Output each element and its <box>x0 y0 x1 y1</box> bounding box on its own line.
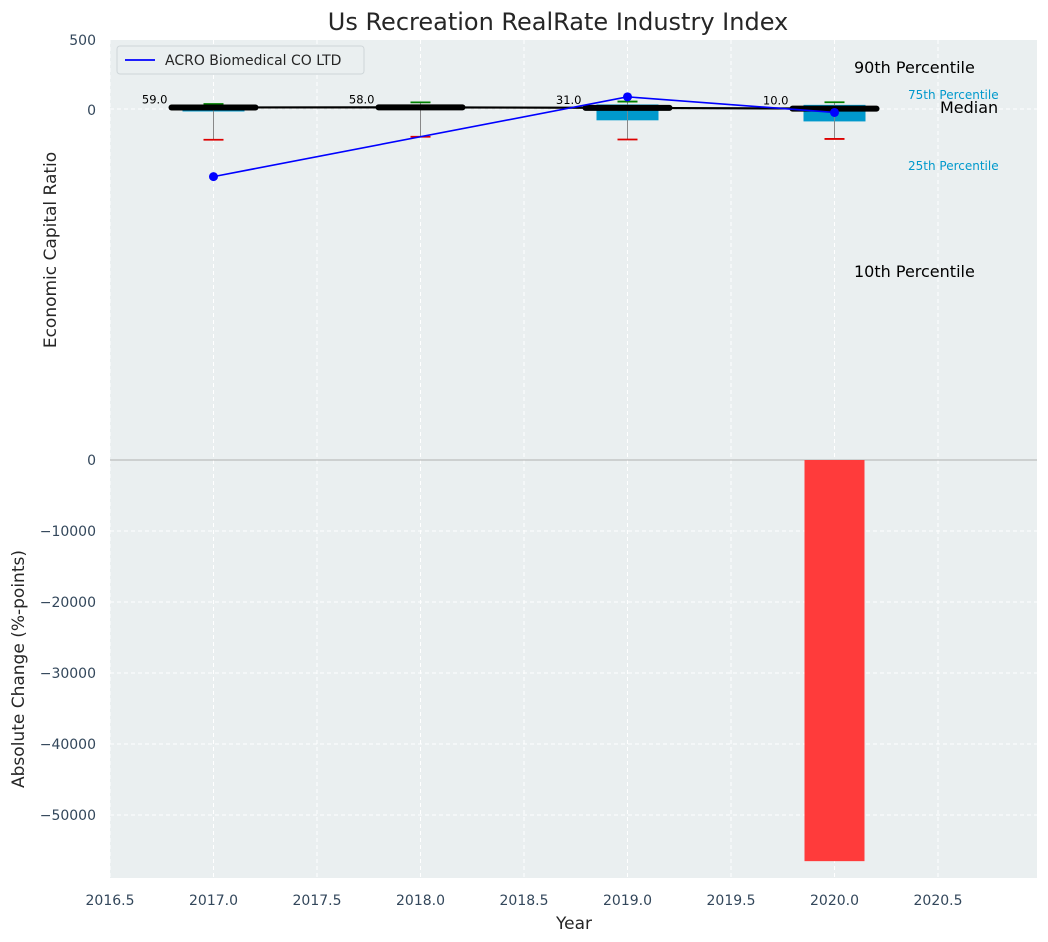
median-value-label: 31.0 <box>556 93 582 107</box>
change-bars <box>804 460 865 862</box>
xtick-label: 2019.5 <box>707 893 756 909</box>
company-series <box>209 92 839 182</box>
bottom-panel-background <box>110 460 1037 878</box>
xtick-label: 2019.0 <box>603 893 652 909</box>
xtick-label: 2020.0 <box>810 893 859 909</box>
xtick-label: 2018.0 <box>396 893 445 909</box>
chart-title: Us Recreation RealRate Industry Index <box>328 8 789 36</box>
x-axis-label: Year <box>555 914 592 934</box>
bottom-ytick-label: −40000 <box>40 737 96 753</box>
median-trend-line <box>213 106 835 110</box>
bottom-y-axis-label: Absolute Change (%-points) <box>9 550 29 788</box>
median-annotation: Median <box>940 98 998 117</box>
xtick-label: 2020.5 <box>914 893 963 909</box>
top-ytick-0: 0 <box>87 103 96 119</box>
bottom-ytick-label: −50000 <box>40 808 96 824</box>
top-y-axis-label: Economic Capital Ratio <box>41 152 61 348</box>
xtick-label: 2016.5 <box>86 893 135 909</box>
bottom-ytick-label: 0 <box>87 453 96 469</box>
median-value-label: 10.0 <box>763 94 789 108</box>
xtick-label: 2017.5 <box>293 893 342 909</box>
p75-annotation: 75th Percentile <box>908 88 999 102</box>
median-value-label: 59.0 <box>142 92 168 106</box>
legend: ACRO Biomedical CO LTD <box>116 45 365 75</box>
bottom-ytick-label: −10000 <box>40 524 96 540</box>
xtick-label: 2017.0 <box>189 893 238 909</box>
bottom-panel-grid <box>109 460 1037 878</box>
xtick-label: 2018.5 <box>500 893 549 909</box>
legend-box <box>116 45 365 75</box>
bottom-ytick-label: −30000 <box>40 666 96 682</box>
x-ticks: 2016.5 2017.0 2017.5 2018.0 2018.5 2019.0 2019… <box>86 893 963 909</box>
top-panel-background <box>110 40 1037 460</box>
bottom-ytick-label: −20000 <box>40 595 96 611</box>
p10-annotation: 10th Percentile <box>854 262 975 281</box>
company-point <box>830 107 839 117</box>
bottom-y-ticks: 0 −10000 −20000 −30000 −40000 −50000 <box>40 453 96 824</box>
company-point <box>209 172 218 182</box>
box-plot-group: 59.0 58.0 31.0 10.0 <box>142 92 880 141</box>
legend-company-label: ACRO Biomedical CO LTD <box>165 53 341 69</box>
p25-annotation: 25th Percentile <box>908 159 999 173</box>
p90-annotation: 90th Percentile <box>854 58 975 77</box>
company-point <box>623 92 632 102</box>
change-bar <box>804 460 865 862</box>
median-value-label: 58.0 <box>349 92 375 106</box>
top-ytick-500: 500 <box>69 33 96 49</box>
